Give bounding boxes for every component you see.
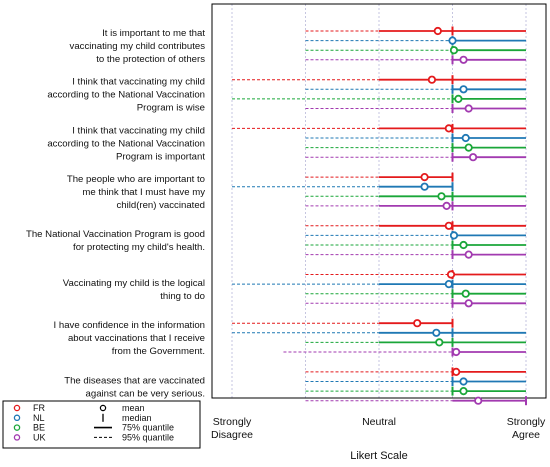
x-tick-label: Strongly <box>507 416 546 428</box>
legend-label: 75% quantile <box>122 423 174 433</box>
item-label: to the protection of others <box>96 54 205 65</box>
item-label: child(ren) vaccinated <box>116 200 205 211</box>
item-label: I have confidence in the information <box>54 320 205 331</box>
mean-point <box>459 240 468 250</box>
mean-point <box>427 75 437 84</box>
legend-marker <box>13 424 21 431</box>
item-label: I think that vaccinating my child <box>72 125 205 136</box>
mean-point <box>432 328 441 337</box>
mean-point <box>449 231 459 240</box>
item-label: I think that vaccinating my child <box>72 77 205 88</box>
mean-point <box>452 367 461 376</box>
x-axis-label: Likert Scale <box>350 450 407 462</box>
plot-frame <box>211 3 547 399</box>
legend-marker <box>13 434 21 441</box>
item-label: from the Government. <box>112 346 205 357</box>
legend-marker <box>13 414 21 422</box>
mean-point <box>452 347 461 357</box>
item-label: Vaccinating my child is the logical <box>63 278 205 289</box>
legend-label: median <box>122 413 152 423</box>
item-label: about vaccinations that I receive <box>68 333 205 344</box>
legend-mean-symbol <box>99 404 107 412</box>
mean-point <box>454 94 463 104</box>
mean-point <box>449 46 459 55</box>
item-label: according to the National Vaccination <box>47 138 205 149</box>
item-label: me think that I must have my <box>82 187 205 198</box>
mean-point <box>464 104 473 113</box>
mean-point <box>420 182 429 191</box>
mean-point <box>459 85 468 94</box>
item-label: according to the National Vaccination <box>47 90 205 101</box>
mean-point <box>459 55 468 64</box>
mean-point <box>461 289 470 298</box>
mean-point <box>444 221 453 230</box>
x-tick-label: Disagree <box>211 429 253 441</box>
item-label: thing to do <box>160 291 205 302</box>
item-label: The National Vaccination Program is good <box>26 229 205 240</box>
mean-point <box>461 133 470 143</box>
mean-point <box>464 299 473 308</box>
legend-label: UK <box>33 432 46 442</box>
item-label: for protecting my child's health. <box>73 242 205 253</box>
x-tick-label: Agree <box>512 429 540 441</box>
legend-label: mean <box>122 403 145 413</box>
mean-point <box>442 201 451 210</box>
mean-point <box>420 173 429 182</box>
legend-label: NL <box>33 413 45 423</box>
mean-point <box>459 377 468 386</box>
legend-label: 95% quantile <box>122 432 174 442</box>
mean-point <box>433 26 442 36</box>
legend-label: FR <box>33 403 45 413</box>
item-label: The people who are important to <box>67 174 205 185</box>
item-label: Program is wise <box>137 103 205 114</box>
legend-label: BE <box>33 423 45 433</box>
item-label: against can be very serious. <box>86 388 205 399</box>
mean-point <box>464 250 473 259</box>
item-label: The diseases that are vaccinated <box>64 375 205 386</box>
mean-point <box>437 192 446 201</box>
mean-point <box>459 386 468 396</box>
mean-point <box>446 270 456 279</box>
mean-point <box>448 36 457 45</box>
mean-point <box>468 153 478 162</box>
x-tick-label: Neutral <box>362 416 396 428</box>
item-label: It is important to me that <box>102 28 205 39</box>
mean-point <box>464 143 473 152</box>
x-tick-label: Strongly <box>213 416 252 428</box>
item-label: vaccinating my child contributes <box>70 41 206 52</box>
mean-point <box>444 279 453 289</box>
mean-point <box>435 338 444 347</box>
legend-marker <box>13 404 21 412</box>
mean-point <box>474 396 483 405</box>
mean-point <box>413 319 422 328</box>
mean-point <box>444 124 453 133</box>
item-label: Program is important <box>116 151 205 162</box>
